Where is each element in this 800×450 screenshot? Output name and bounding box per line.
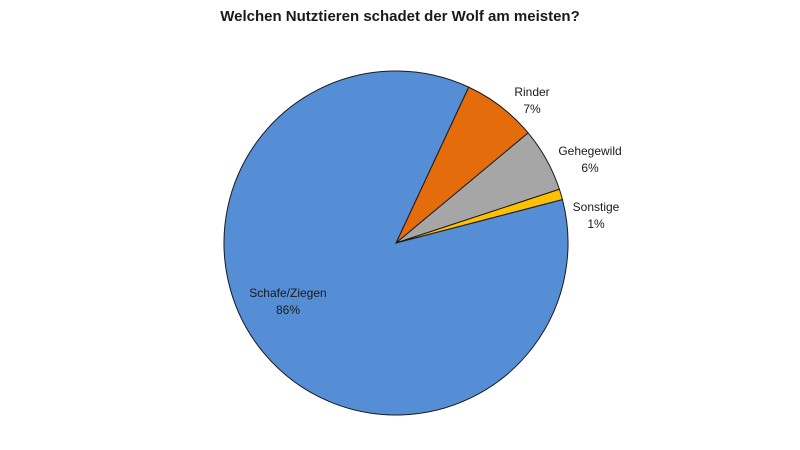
slice-percent-label: 1% <box>587 217 605 231</box>
slice-percent-label: 7% <box>523 102 541 116</box>
chart-title: Welchen Nutztieren schadet der Wolf am m… <box>220 8 580 25</box>
slice-category-label: Gehegewild <box>558 144 621 158</box>
slice-category-label: Rinder <box>514 85 549 99</box>
slice-label-gehegewild: Gehegewild 6% <box>558 144 621 175</box>
slice-label-sonstige: Sonstige 1% <box>573 200 620 231</box>
slice-label-rinder: Rinder 7% <box>514 85 549 116</box>
slice-category-label: Schafe/Ziegen <box>249 286 326 300</box>
slice-label-schafe-ziegen: Schafe/Ziegen 86% <box>249 286 326 317</box>
slice-percent-label: 6% <box>581 161 599 175</box>
pie-slice-schafe-ziegen <box>223 70 569 416</box>
slice-category-label: Sonstige <box>573 200 620 214</box>
slice-percent-label: 86% <box>276 303 300 317</box>
